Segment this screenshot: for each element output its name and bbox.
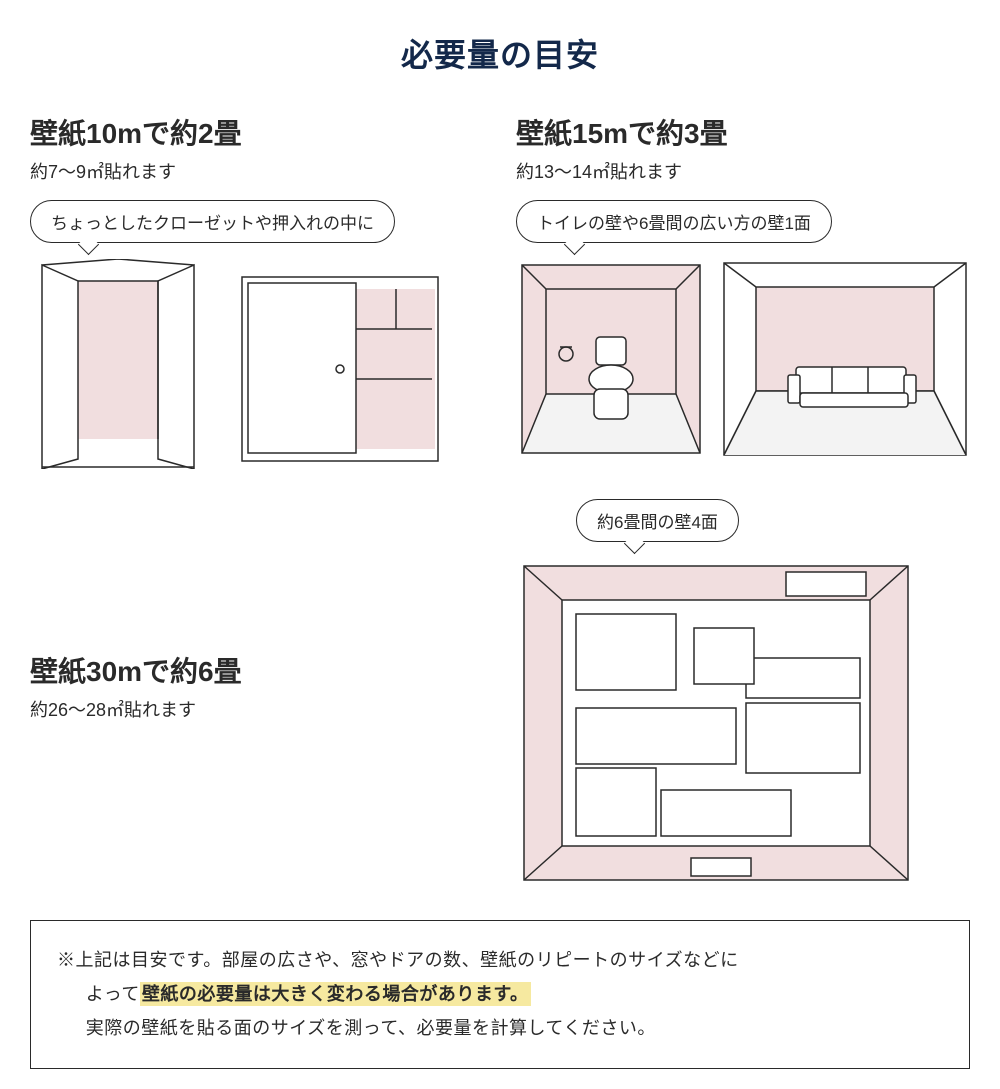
sections-grid: 壁紙10mで約2畳 約7〜9㎡貼れます ちょっとしたクローゼットや押入れの中に	[30, 112, 970, 888]
section-10m: 壁紙10mで約2畳 約7〜9㎡貼れます ちょっとしたクローゼットや押入れの中に	[30, 112, 476, 469]
room-one-wall-icon	[720, 259, 970, 459]
section-30m-illus: 約6畳間の壁4面	[516, 499, 970, 888]
section-15m: 壁紙15mで約3畳 約13〜14㎡貼れます トイレの壁や6畳間の広い方の壁1面	[516, 112, 970, 469]
closet-open-icon	[30, 259, 210, 469]
disclaimer-box: ※上記は目安です。部屋の広さや、窓やドアの数、壁紙のリピートのサイズなどに よっ…	[30, 920, 970, 1069]
room-all-walls-icon	[516, 558, 916, 888]
section-30m: 壁紙30mで約6畳 約26〜28㎡貼れます	[30, 650, 476, 738]
page-title: 必要量の目安	[30, 30, 970, 76]
section-10m-title: 壁紙10mで約2畳	[30, 112, 476, 152]
toilet-room-icon	[516, 259, 706, 459]
note-line2-prefix: よって	[86, 984, 140, 1004]
section-30m-title: 壁紙30mで約6畳	[30, 650, 476, 690]
note-highlight: 壁紙の必要量は大きく変わる場合があります。	[140, 982, 531, 1006]
section-10m-sub: 約7〜9㎡貼れます	[30, 158, 476, 184]
section-10m-bubble: ちょっとしたクローゼットや押入れの中に	[30, 200, 395, 243]
closet-sliding-icon	[230, 269, 450, 469]
section-30m-bubble: 約6畳間の壁4面	[576, 499, 739, 542]
section-30m-sub: 約26〜28㎡貼れます	[30, 696, 476, 722]
section-15m-bubble: トイレの壁や6畳間の広い方の壁1面	[516, 200, 832, 243]
note-line1: ※上記は目安です。部屋の広さや、窓やドアの数、壁紙のリピートのサイズなどに	[57, 950, 739, 970]
section-15m-title: 壁紙15mで約3畳	[516, 112, 970, 152]
note-line3: 実際の壁紙を貼る面のサイズを測って、必要量を計算してください。	[57, 1011, 943, 1045]
section-15m-sub: 約13〜14㎡貼れます	[516, 158, 970, 184]
